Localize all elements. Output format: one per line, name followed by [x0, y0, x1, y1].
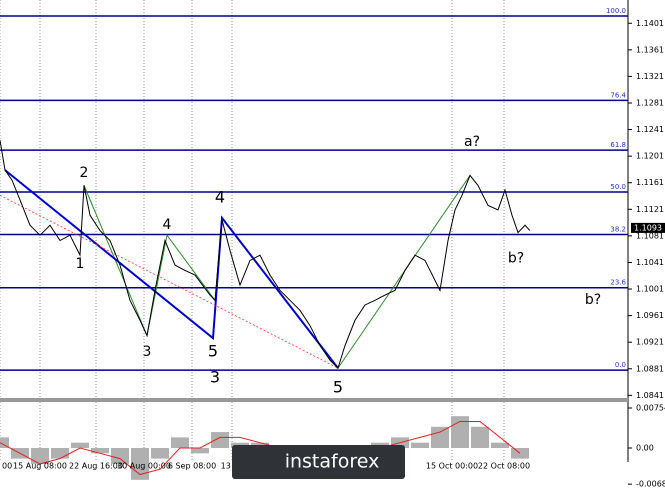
y-tick-label: 1.1201	[636, 152, 664, 161]
wave-label: b?	[508, 250, 524, 266]
wave-label: 5	[333, 378, 343, 397]
y-tick-label: 1.1161	[636, 178, 664, 187]
histogram-bar	[71, 442, 89, 448]
y-tick-label: 1.1361	[636, 45, 664, 54]
histogram-bar	[151, 448, 169, 459]
signal-line	[0, 420, 521, 476]
x-tick-label: 30 Aug 00:00	[117, 462, 171, 471]
histogram-bar	[491, 442, 509, 448]
wave-label: 5	[208, 342, 218, 361]
fib-label: 23.6	[610, 279, 626, 287]
y-tick-label: -0.00682	[636, 480, 665, 489]
fib-label: 50.0	[610, 183, 626, 191]
y-tick-label: 1.1001	[636, 285, 664, 294]
wave-label: 2	[80, 165, 89, 181]
y-tick-label: 0.00	[636, 444, 654, 453]
wave-label: 4	[215, 188, 225, 207]
histogram-bar	[91, 448, 109, 454]
y-tick-label: 1.0961	[636, 311, 664, 320]
wave-label: a?	[464, 134, 480, 150]
fib-label: 76.4	[610, 91, 626, 99]
x-tick-label: 15 Aug 08:00	[13, 462, 67, 471]
x-tick-label: 00	[2, 462, 12, 471]
y-tick-label: 1.1321	[636, 72, 664, 81]
histogram-bar	[31, 448, 49, 464]
histogram-bar	[111, 448, 129, 464]
histogram-bar	[51, 448, 69, 459]
histogram-bar	[0, 437, 9, 448]
y-tick-label: 1.0921	[636, 338, 664, 347]
x-tick-label: 22 Aug 16:00	[69, 462, 123, 471]
wave-label: 3	[143, 344, 152, 360]
histogram-bar	[471, 426, 489, 448]
histogram-bar	[191, 448, 209, 454]
wave-label: 4	[163, 217, 172, 233]
price-tag	[631, 222, 665, 233]
histogram-bar	[171, 437, 189, 448]
y-tick-label: 0.00754	[636, 404, 665, 413]
logo-box	[232, 445, 405, 479]
y-tick-label: 1.1041	[636, 258, 664, 267]
fib-label: 38.2	[610, 226, 626, 234]
price-line	[0, 140, 531, 370]
y-tick-label: 1.0841	[636, 391, 664, 400]
y-tick-label: 1.1081	[636, 231, 664, 240]
y-tick-label: 1.1401	[636, 19, 664, 28]
y-tick-label: 1.0881	[636, 364, 664, 373]
fib-label: 100.0	[606, 7, 626, 15]
logo-text: instaforex	[285, 451, 380, 473]
fib-label: 0.0	[615, 361, 626, 369]
histogram-bar	[451, 416, 469, 448]
x-tick-label: 6 Sep 08:00	[168, 462, 216, 471]
x-tick-label: 22 Oct 08:00	[478, 462, 530, 471]
histogram-bar	[411, 442, 429, 448]
y-tick-label: 1.1241	[636, 125, 664, 134]
wave-label: 1	[76, 256, 85, 272]
wave-line	[0, 194, 339, 369]
wave-label: b?	[585, 292, 601, 308]
y-tick-label: 1.1121	[636, 205, 664, 214]
x-tick-label: 15 Oct 00:00	[426, 462, 478, 471]
y-tick-label: 1.1281	[636, 98, 664, 107]
wave-label: 3	[210, 368, 220, 387]
histogram-bar	[431, 426, 449, 448]
histogram-bar	[131, 448, 149, 480]
last-price: 1.1093	[634, 223, 662, 232]
histogram-bar	[211, 432, 229, 448]
fib-label: 61.8	[610, 141, 626, 149]
wave-line	[4, 169, 339, 369]
